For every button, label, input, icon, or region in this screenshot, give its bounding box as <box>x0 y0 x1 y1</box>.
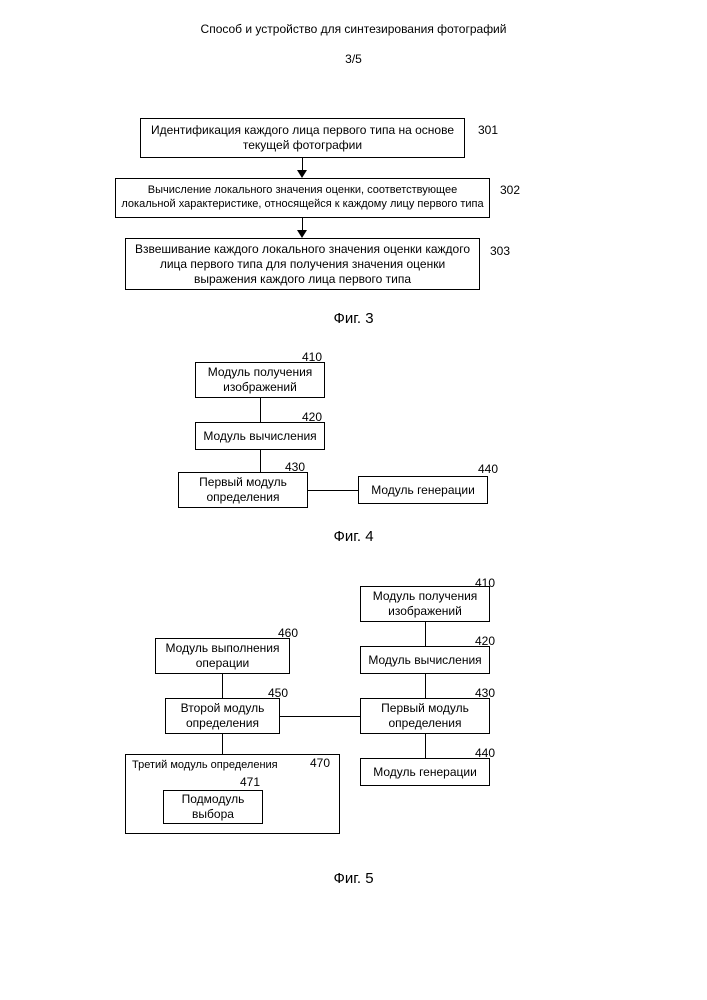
fig3-arrowhead-1 <box>297 170 307 178</box>
fig4-box-440: Модуль генерации <box>358 476 488 504</box>
fig4-line-420-430 <box>260 450 261 472</box>
fig4-label-430: 430 <box>285 460 305 474</box>
fig3-step-301: Идентификация каждого лица первого типа … <box>140 118 465 158</box>
fig5-label-470: 470 <box>310 756 330 770</box>
fig5-box-450: Второй модуль определения <box>165 698 280 734</box>
fig5-line-410-420 <box>425 622 426 646</box>
fig3-label-301: 301 <box>478 123 498 137</box>
fig4-line-410-420 <box>260 398 261 422</box>
fig5-box-471: Подмодуль выбора <box>163 790 263 824</box>
fig3-arrowhead-2 <box>297 230 307 238</box>
fig3-caption: Фиг. 3 <box>0 310 707 327</box>
fig4-box-410: Модуль получения изображений <box>195 362 325 398</box>
fig5-label-430: 430 <box>475 686 495 700</box>
page: Способ и устройство для синтезирования ф… <box>0 0 707 1000</box>
fig5-caption: Фиг. 5 <box>0 870 707 887</box>
fig5-label-450: 450 <box>268 686 288 700</box>
page-number: 3/5 <box>0 52 707 66</box>
fig4-line-430-440 <box>308 490 358 491</box>
fig3-step-302: Вычисление локального значения оценки, с… <box>115 178 490 218</box>
fig5-label-440: 440 <box>475 746 495 760</box>
fig4-box-420: Модуль вычисления <box>195 422 325 450</box>
fig5-label-420: 420 <box>475 634 495 648</box>
fig5-label-410: 410 <box>475 576 495 590</box>
fig5-box-430: Первый модуль определения <box>360 698 490 734</box>
fig4-label-410: 410 <box>302 350 322 364</box>
fig5-label-460: 460 <box>278 626 298 640</box>
fig5-line-460-450 <box>222 674 223 698</box>
fig5-label-471: 471 <box>240 775 260 789</box>
fig3-label-303: 303 <box>490 244 510 258</box>
fig5-line-420-430 <box>425 674 426 698</box>
fig5-line-450-430 <box>280 716 360 717</box>
fig5-line-450-470 <box>222 734 223 754</box>
fig5-box-440: Модуль генерации <box>360 758 490 786</box>
fig5-box-460: Модуль выполнения операции <box>155 638 290 674</box>
page-title: Способ и устройство для синтезирования ф… <box>0 22 707 36</box>
fig5-box-420: Модуль вычисления <box>360 646 490 674</box>
fig4-label-420: 420 <box>302 410 322 424</box>
fig3-step-303: Взвешивание каждого локального значения … <box>125 238 480 290</box>
fig5-line-430-440 <box>425 734 426 758</box>
fig5-box-410: Модуль получения изображений <box>360 586 490 622</box>
fig4-label-440: 440 <box>478 462 498 476</box>
fig3-label-302: 302 <box>500 183 520 197</box>
fig4-box-430: Первый модуль определения <box>178 472 308 508</box>
fig4-caption: Фиг. 4 <box>0 528 707 545</box>
